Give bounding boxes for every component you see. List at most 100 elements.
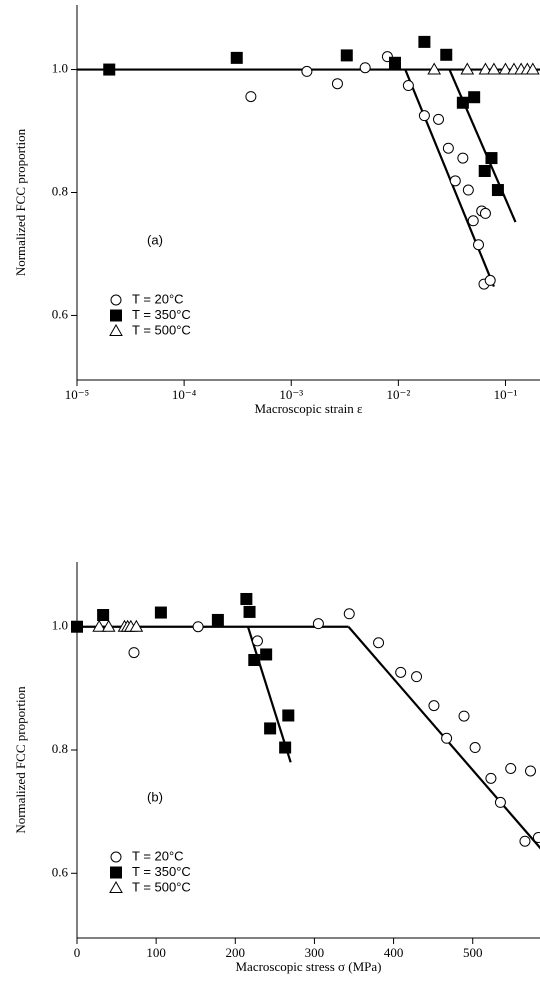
data-point xyxy=(457,152,469,164)
x-tick-label: 10⁻² xyxy=(386,387,410,402)
x-tick-label: 10⁻³ xyxy=(279,387,303,402)
legend-symbol xyxy=(110,851,122,863)
panel-label: (b) xyxy=(147,789,163,804)
data-point xyxy=(433,113,445,125)
data-point xyxy=(340,49,353,62)
data-point xyxy=(473,239,485,251)
panel-label: (a) xyxy=(147,232,163,247)
data-point xyxy=(71,620,83,633)
x-tick-label: 300 xyxy=(305,945,325,960)
legend-label: T = 20°C xyxy=(132,291,184,306)
data-point xyxy=(467,215,479,227)
legend-label: T = 500°C xyxy=(132,879,191,894)
legend-symbol xyxy=(109,323,123,336)
data-point xyxy=(251,635,263,647)
y-tick-label: 0.8 xyxy=(52,741,68,756)
legend-label: T = 350°C xyxy=(132,307,191,322)
data-point xyxy=(478,62,493,75)
data-point xyxy=(418,35,431,48)
data-point xyxy=(418,110,430,122)
y-tick-label: 0.6 xyxy=(52,864,69,879)
data-point xyxy=(97,609,110,622)
data-point xyxy=(485,152,498,165)
x-tick-label: 200 xyxy=(226,945,246,960)
data-point xyxy=(154,606,167,619)
x-tick-label: 100 xyxy=(146,945,166,960)
y-tick-label: 1.0 xyxy=(52,618,68,633)
legend-symbol xyxy=(110,309,122,322)
data-point xyxy=(441,732,453,744)
x-axis-title: Macroscopic strain ε xyxy=(255,401,364,416)
data-point xyxy=(129,619,144,632)
data-point xyxy=(402,80,414,92)
data-point xyxy=(192,621,204,633)
data-point xyxy=(525,765,537,777)
data-point xyxy=(505,762,517,774)
data-point xyxy=(312,618,324,630)
data-point xyxy=(264,722,277,735)
y-axis-title: Normalized FCC proportion xyxy=(13,128,28,276)
data-point xyxy=(532,832,540,844)
x-axis-title: Macroscopic stress σ (MPa) xyxy=(235,959,381,974)
fit-line xyxy=(404,69,495,287)
data-point xyxy=(462,184,474,196)
data-point xyxy=(519,835,531,847)
data-point xyxy=(460,62,475,75)
data-point xyxy=(388,56,401,69)
data-point xyxy=(478,164,491,177)
data-point xyxy=(331,78,343,90)
data-point xyxy=(456,96,469,109)
data-point xyxy=(373,637,385,649)
data-point xyxy=(230,51,243,64)
data-point xyxy=(491,184,504,197)
data-point xyxy=(243,605,256,618)
fit-line xyxy=(246,626,292,763)
data-point xyxy=(279,741,292,754)
y-tick-label: 1.0 xyxy=(52,61,68,76)
data-point xyxy=(440,48,453,61)
data-point xyxy=(245,91,257,103)
legend-label: T = 350°C xyxy=(132,864,191,879)
data-point xyxy=(343,608,355,620)
x-tick-label: 400 xyxy=(384,945,404,960)
data-point xyxy=(103,63,116,76)
x-tick-label: 0 xyxy=(74,945,81,960)
data-point xyxy=(469,742,481,754)
x-tick-label: 10⁻¹ xyxy=(494,387,518,402)
fit-line xyxy=(448,69,517,223)
legend-symbol xyxy=(109,880,123,893)
data-point xyxy=(411,671,423,683)
data-point xyxy=(240,592,253,605)
legend-symbol xyxy=(110,294,122,306)
data-point xyxy=(427,62,442,75)
data-point xyxy=(101,619,116,632)
legend-label: T = 500°C xyxy=(132,322,191,337)
data-point xyxy=(301,65,313,77)
data-point xyxy=(494,796,506,808)
legend-label: T = 20°C xyxy=(132,848,184,863)
data-point xyxy=(248,654,261,667)
data-point xyxy=(128,647,140,659)
data-point xyxy=(525,62,540,75)
x-tick-label: 500 xyxy=(463,945,483,960)
y-tick-label: 0.6 xyxy=(52,306,69,321)
data-point xyxy=(498,62,513,75)
data-point xyxy=(211,613,224,626)
data-point xyxy=(282,709,295,722)
data-point xyxy=(458,710,470,722)
data-point xyxy=(479,207,491,219)
data-point xyxy=(442,142,454,154)
y-axis-title: Normalized FCC proportion xyxy=(13,686,28,834)
data-point xyxy=(92,619,107,632)
legend-symbol xyxy=(110,866,122,879)
data-point xyxy=(395,666,407,678)
data-point xyxy=(487,62,501,75)
data-point xyxy=(449,175,461,187)
data-point xyxy=(428,700,440,712)
data-point xyxy=(485,772,497,784)
data-point xyxy=(484,274,496,286)
data-point xyxy=(359,62,371,74)
x-tick-label: 10⁻⁴ xyxy=(172,387,197,402)
data-point xyxy=(260,648,273,661)
